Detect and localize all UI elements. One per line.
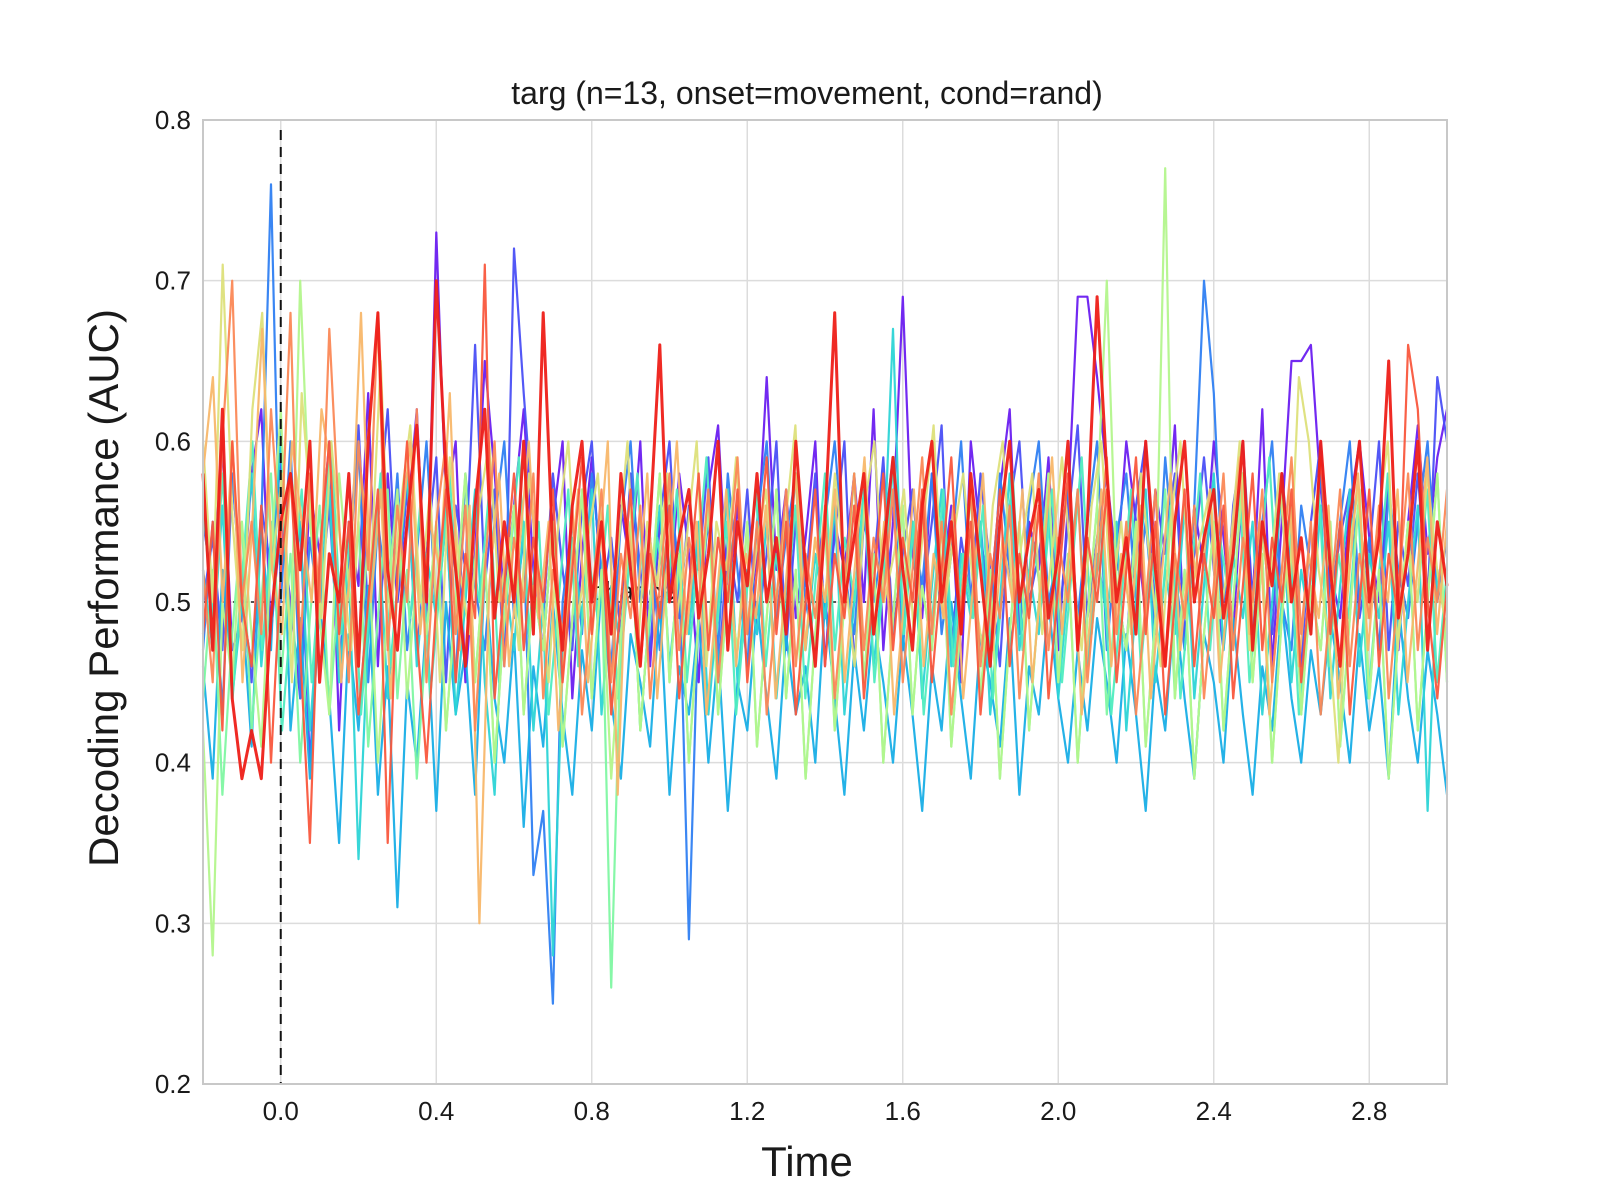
- series-line: [201, 311, 1449, 925]
- x-tick-label: 2.8: [1351, 1096, 1387, 1126]
- x-tick-label: 2.4: [1196, 1096, 1232, 1126]
- series-lines: [201, 167, 1449, 1005]
- y-tick-label: 0.3: [155, 908, 191, 938]
- plot-frame: [202, 119, 1448, 1085]
- x-tick-label: 1.2: [729, 1096, 765, 1126]
- x-tick-label: 0.4: [418, 1096, 454, 1126]
- x-tick-label: 2.0: [1040, 1096, 1076, 1126]
- x-tick-label: 0.8: [574, 1096, 610, 1126]
- y-tick-label: 0.2: [155, 1069, 191, 1099]
- x-axis-label: Time: [761, 1138, 853, 1185]
- y-tick-label: 0.7: [155, 266, 191, 296]
- series-line: [201, 263, 1449, 845]
- x-tick-label: 1.6: [885, 1096, 921, 1126]
- y-tick-label: 0.4: [155, 748, 191, 778]
- y-axis-label: Decoding Performance (AUC): [80, 309, 127, 867]
- y-tick-label: 0.8: [155, 105, 191, 135]
- series-line: [201, 279, 1449, 781]
- y-tick-label: 0.5: [155, 587, 191, 617]
- x-tick-label: 0.0: [263, 1096, 299, 1126]
- y-tick-label: 0.6: [155, 426, 191, 456]
- tick-labels: 0.0 0.4 0.8 1.2 1.6 2.0 2.4 2.8 0.2 0.3 0.4 0.5 0.6 0…: [155, 105, 1387, 1126]
- chart-title: targ (n=13, onset=movement, cond=rand): [511, 75, 1102, 111]
